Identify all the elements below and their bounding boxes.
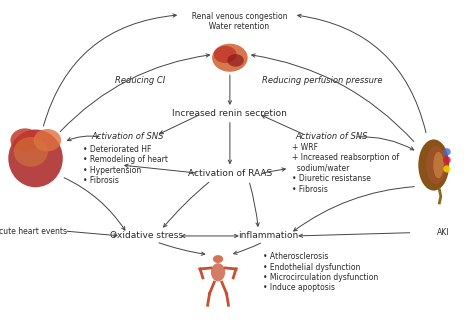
Text: AKI: AKI [437, 228, 449, 237]
Text: Activation of SNS: Activation of SNS [92, 132, 164, 142]
Ellipse shape [213, 255, 223, 263]
Text: Activation of SNS: Activation of SNS [296, 132, 368, 142]
Text: Acute heart events: Acute heart events [0, 226, 67, 236]
Ellipse shape [212, 44, 247, 72]
Text: • Atherosclerosis
• Endothelial dysfunction
• Microcirculation dysfunction
• Ind: • Atherosclerosis • Endothelial dysfunct… [263, 252, 378, 292]
Text: + WRF
+ Increased reabsorption of
  sodium/water
• Diuretic resistanse
• Fibrosi: + WRF + Increased reabsorption of sodium… [292, 143, 399, 194]
Ellipse shape [10, 128, 40, 152]
Ellipse shape [433, 152, 444, 178]
Ellipse shape [443, 148, 451, 155]
Ellipse shape [8, 130, 63, 187]
Ellipse shape [228, 54, 244, 67]
Text: Reducing CI: Reducing CI [115, 76, 165, 85]
Ellipse shape [443, 156, 451, 164]
Ellipse shape [443, 165, 451, 173]
Ellipse shape [211, 263, 225, 281]
Ellipse shape [14, 137, 48, 167]
Text: Activation of RAAS: Activation of RAAS [188, 169, 272, 178]
Ellipse shape [214, 46, 237, 63]
Ellipse shape [419, 139, 449, 190]
Ellipse shape [426, 146, 446, 184]
Text: Oxidative stress: Oxidative stress [110, 231, 183, 241]
Text: • Deteriorated HF
• Remodeling of heart
• Hypertension
• Fibrosis: • Deteriorated HF • Remodeling of heart … [83, 145, 168, 185]
Text: Increased renin secretion: Increased renin secretion [173, 109, 287, 118]
Text: Renal venous congestion
  Water retention: Renal venous congestion Water retention [187, 12, 287, 31]
Ellipse shape [34, 129, 61, 151]
Text: inflammation: inflammation [237, 231, 298, 241]
Text: Reducing perfusion pressure: Reducing perfusion pressure [262, 76, 383, 85]
